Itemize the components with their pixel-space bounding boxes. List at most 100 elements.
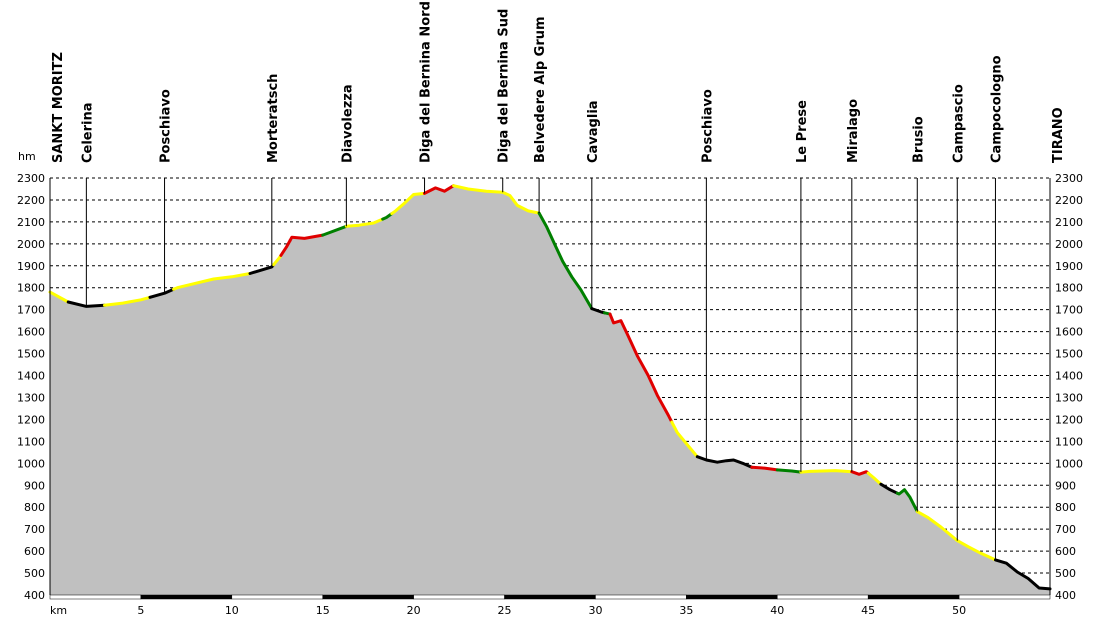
x-tick-label: 45 [861,604,875,617]
y-tick-label-left: 600 [24,545,45,558]
y-tick-label-right: 2000 [1055,238,1083,251]
x-tick-label: 35 [679,604,693,617]
y-tick-label-left: 2300 [17,172,45,185]
y-tick-label-left: 1200 [17,413,45,426]
y-tick-label-left: 1100 [17,435,45,448]
x-tick-label: 20 [407,604,421,617]
profile-segment-red [288,233,325,243]
station-label: Brusio [911,116,926,163]
km-scale-bar [958,594,1051,600]
y-tick-label-right: 500 [1055,567,1076,580]
station-label: Poschiavo [159,89,174,163]
y-tick-label-left: 900 [24,479,45,492]
profile-segment-red [279,239,292,257]
profile-segment-green [321,224,348,237]
y-tick-label-right: 1000 [1055,457,1083,470]
km-scale-bar [867,594,960,600]
km-scale-bar [777,594,869,600]
profile-segment-yellow [670,420,699,459]
station-label: Celerina [80,102,95,163]
profile-segment-red [750,465,779,472]
y-tick-label-right: 600 [1055,545,1076,558]
km-scale-bar [504,594,596,600]
x-tick-label: 50 [952,604,966,617]
profile-segment-yellow [452,184,541,215]
profile-segment-yellow [172,272,252,291]
profile-segment-black [66,300,106,308]
y-tick-label-left: 800 [24,501,45,514]
x-tick-label: 25 [498,604,512,617]
y-tick-label-right: 1200 [1055,413,1083,426]
x-tick-label: 40 [770,604,784,617]
station-label: Diga del Bernina Nord [419,1,434,163]
profile-segment-yellow [799,469,854,474]
km-scale-bar [49,594,142,600]
station-labels: SANKT MORITZ Celerina Poschiavo Morteratsch… [51,1,1066,163]
y-tick-label-right: 1600 [1055,326,1083,339]
profile-segment-red [423,184,456,195]
station-label: Diga del Bernina Sud [497,9,512,163]
station-label: Le Prese [795,100,810,163]
km-scale-bar [140,594,233,600]
profile-segment-red [608,312,674,424]
profile-segment-yellow [48,290,70,304]
station-label: Campascio [951,84,966,163]
y-tick-label-right: 2200 [1055,194,1083,207]
station-label: Morteratsch [266,74,281,163]
profile-segment-green [895,488,919,514]
y-tick-label-right: 1500 [1055,348,1083,361]
elevation-area [50,185,1050,595]
km-scale-bar [595,594,687,600]
y-tick-label-left: 1000 [17,457,45,470]
y-tick-label-right: 1300 [1055,391,1083,404]
y-tick-label-right: 1100 [1055,435,1083,448]
km-scale-bar [686,594,778,600]
km-scale-bar [231,594,323,600]
y-tick-label-left: 1700 [17,304,45,317]
km-scale-bar [413,594,505,600]
y-tick-label-left: 500 [24,567,45,580]
y-tick-label-right: 2100 [1055,216,1083,229]
y-axis-right: 400 500 600 700 800 900 1000 1100 1200 1300 1400 15… [1049,172,1083,602]
x-tick-label: 10 [225,604,239,617]
x-axis: 5 10 15 20 25 30 35 40 45 50 [49,594,1051,617]
y-tick-label-left: 700 [24,523,45,536]
profile-line [48,184,1052,591]
y-tick-label-right: 900 [1055,479,1076,492]
x-axis-unit-label: km [50,604,67,617]
y-tick-label-left: 400 [24,589,45,602]
profile-segment-yellow [103,295,152,307]
y-axis-left: 400 500 600 700 800 900 1000 1100 1200 1300 1400 15… [17,172,51,602]
profile-segment-green [381,212,394,221]
station-label: TIRANO [1051,107,1066,163]
km-scale-bar [322,594,414,600]
profile-segment-green [775,468,803,474]
y-axis-unit-label: hm [18,150,36,163]
y-tick-label-left: 1500 [17,348,45,361]
y-tick-label-left: 1800 [17,282,45,295]
y-tick-label-right: 1900 [1055,260,1083,273]
profile-segment-green [537,211,594,311]
station-lines [85,178,996,560]
y-tick-label-left: 1300 [17,391,45,404]
y-tick-label-right: 800 [1055,501,1076,514]
y-tick-label-left: 1900 [17,260,45,273]
y-tick-label-left: 2200 [17,194,45,207]
x-tick-label: 30 [588,604,602,617]
y-tick-label-right: 400 [1055,589,1076,602]
y-tick-label-left: 2100 [17,216,45,229]
station-label: Miralago [846,99,861,163]
station-label: Campocologno [989,55,1004,163]
profile-segment-black [994,558,1052,591]
profile-segment-yellow [390,191,426,216]
profile-segment-yellow [344,217,385,228]
profile-segment-yellow [866,471,883,486]
station-label: SANKT MORITZ [51,52,66,163]
x-tick-label: 15 [316,604,330,617]
station-label: Diavolezza [340,84,355,163]
y-tick-label-right: 1400 [1055,370,1083,383]
station-label: Poschiavo [700,89,715,163]
y-tick-label-right: 2300 [1055,172,1083,185]
profile-segment-yellow [915,510,997,562]
